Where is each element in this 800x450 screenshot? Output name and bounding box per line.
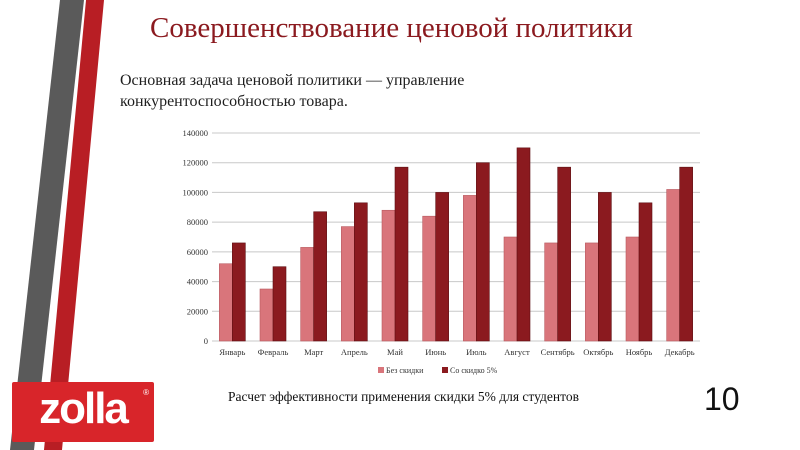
- y-tick-label: 140000: [183, 128, 209, 138]
- bar: [272, 266, 287, 342]
- zolla-logo: zolla ®: [12, 382, 154, 442]
- x-tick-label: Февраль: [258, 347, 289, 357]
- x-tick-label: Декабрь: [665, 347, 695, 357]
- legend-swatch: [442, 367, 448, 373]
- y-tick-label: 80000: [187, 217, 208, 227]
- x-tick-label: Июль: [466, 347, 487, 357]
- y-tick-label: 20000: [187, 306, 208, 316]
- bar: [503, 236, 518, 342]
- registered-mark: ®: [143, 388, 149, 397]
- bar: [625, 236, 640, 342]
- legend-swatch: [378, 367, 384, 373]
- bar: [585, 242, 599, 342]
- y-tick-label: 60000: [187, 247, 208, 257]
- bar: [394, 166, 409, 342]
- slide-number: 10: [704, 381, 740, 417]
- bar: [422, 215, 436, 342]
- bar: [598, 192, 612, 342]
- bar: [638, 202, 653, 342]
- x-tick-label: Октябрь: [583, 347, 613, 357]
- bar: [544, 242, 558, 342]
- bar: [435, 192, 449, 342]
- bar: [259, 288, 274, 342]
- bar: [557, 166, 571, 342]
- x-tick-label: Май: [387, 347, 403, 357]
- bar: [476, 162, 490, 342]
- chart-caption: Расчет эффективности применения скидки 5…: [228, 389, 579, 404]
- bar: [516, 147, 531, 342]
- y-tick-label: 120000: [183, 158, 209, 168]
- bar: [666, 189, 680, 342]
- legend-label: Без скидки: [386, 366, 424, 375]
- logo-text: zolla: [39, 384, 129, 433]
- x-tick-label: Июнь: [425, 347, 446, 357]
- legend-label: Со скидко 5%: [450, 366, 498, 375]
- bar: [219, 263, 233, 342]
- slide-subtitle: Основная задача ценовой политики — управ…: [120, 72, 465, 110]
- bar: [381, 209, 396, 342]
- x-tick-label: Сентябрь: [541, 347, 575, 357]
- bar: [341, 226, 355, 342]
- bar: [313, 211, 327, 342]
- bar: [300, 247, 314, 342]
- bar: [463, 195, 477, 342]
- x-tick-label: Август: [504, 347, 530, 357]
- y-tick-label: 0: [204, 336, 208, 346]
- red-stripe: [44, 0, 104, 450]
- y-tick-label: 40000: [187, 277, 208, 287]
- gray-stripe: [10, 0, 84, 450]
- y-tick-label: 100000: [183, 187, 209, 197]
- bar: [679, 166, 693, 342]
- bar: [354, 202, 368, 342]
- x-tick-label: Март: [304, 347, 323, 357]
- x-tick-label: Апрель: [341, 347, 368, 357]
- slide-title: Совершенствование ценовой политики: [150, 12, 633, 44]
- bar: [232, 242, 246, 342]
- x-tick-label: Ноябрь: [626, 347, 653, 357]
- x-tick-label: Январь: [219, 347, 245, 357]
